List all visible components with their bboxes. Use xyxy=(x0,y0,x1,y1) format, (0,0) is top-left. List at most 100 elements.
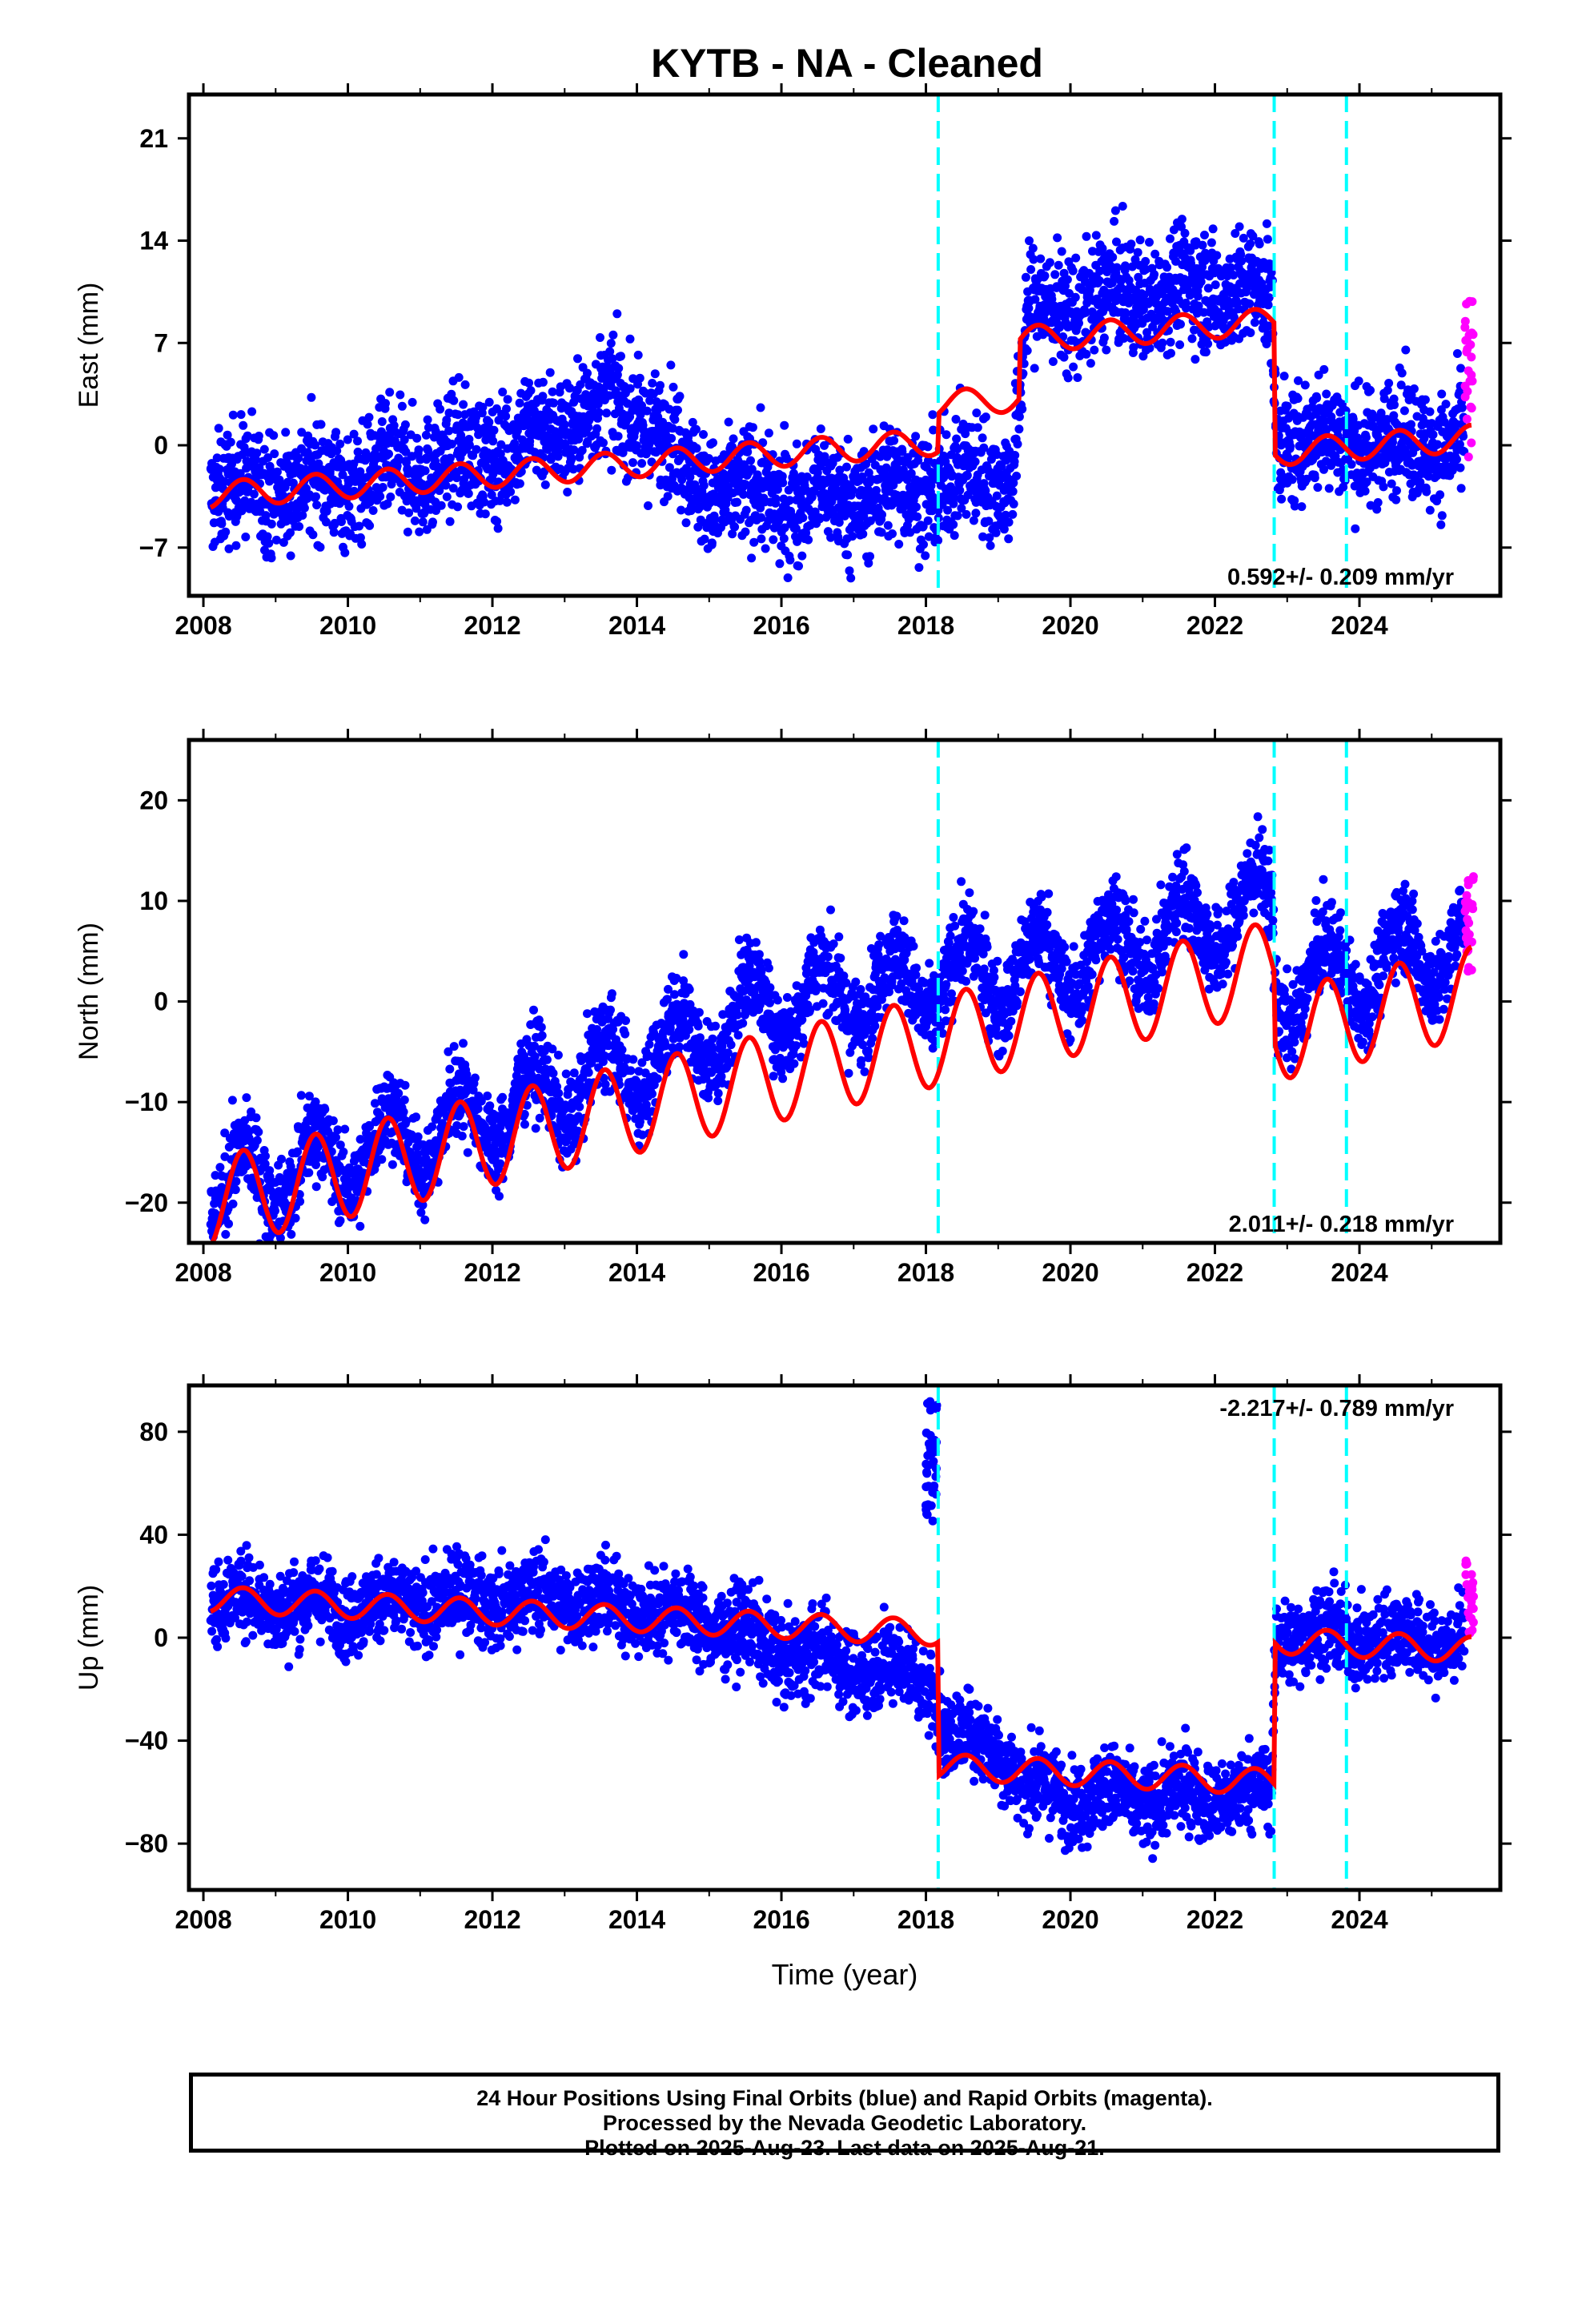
final-orbit-point xyxy=(460,380,470,389)
final-orbit-point xyxy=(1022,346,1032,356)
final-orbit-point xyxy=(826,533,836,542)
final-orbit-point xyxy=(515,479,524,489)
rapid-orbit-point xyxy=(1465,376,1475,386)
final-orbit-point xyxy=(877,510,886,520)
final-orbit-point xyxy=(322,506,331,516)
final-orbit-point xyxy=(1010,451,1020,460)
final-orbit-point xyxy=(1392,486,1401,496)
final-orbit-point xyxy=(418,517,428,527)
final-orbit-point xyxy=(483,1092,492,1100)
final-orbit-point xyxy=(612,370,622,380)
final-orbit-point xyxy=(291,1213,300,1223)
rapid-orbit-point xyxy=(1460,392,1470,402)
final-orbit-point xyxy=(928,493,938,502)
final-orbit-point xyxy=(311,440,320,450)
final-orbit-point xyxy=(961,429,970,439)
final-orbit-point xyxy=(295,1196,305,1206)
final-orbit-point xyxy=(565,384,575,393)
rapid-orbit-point xyxy=(1466,340,1476,349)
final-orbit-point xyxy=(436,404,445,414)
x-tick-label: 2018 xyxy=(897,611,954,640)
final-orbit-point xyxy=(385,388,395,397)
final-orbit-point xyxy=(1354,376,1363,386)
final-orbit-point xyxy=(628,1055,638,1064)
final-orbit-point xyxy=(648,379,657,388)
final-orbit-point xyxy=(1322,389,1331,399)
final-orbit-point xyxy=(412,433,422,443)
final-orbit-point xyxy=(1073,373,1082,382)
final-orbit-point xyxy=(1231,229,1240,238)
x-tick-label: 2024 xyxy=(1331,611,1387,640)
final-orbit-point xyxy=(383,499,392,509)
rapid-orbit-point xyxy=(1464,331,1474,340)
final-orbit-point xyxy=(663,492,673,501)
final-orbit-point xyxy=(337,517,346,526)
final-orbit-point xyxy=(1025,236,1034,246)
final-orbit-point xyxy=(249,489,259,499)
final-orbit-point xyxy=(364,412,374,422)
final-orbit-point xyxy=(355,521,364,531)
final-orbit-point xyxy=(707,538,717,548)
final-orbit-point xyxy=(459,400,468,409)
rapid-orbit-point xyxy=(1467,438,1476,448)
final-orbit-point xyxy=(278,491,287,500)
final-orbit-point xyxy=(1314,370,1323,380)
final-orbit-point xyxy=(464,489,473,498)
final-orbit-point xyxy=(408,397,417,407)
final-orbit-point xyxy=(403,527,412,537)
final-orbit-point xyxy=(1180,228,1190,238)
final-orbit-point xyxy=(540,480,550,489)
final-orbit-point xyxy=(1373,498,1383,507)
final-orbit-point xyxy=(384,449,393,459)
final-orbit-point xyxy=(1008,509,1018,519)
final-orbit-point xyxy=(1134,272,1143,282)
final-orbit-point xyxy=(1262,219,1271,228)
final-orbit-point xyxy=(1191,355,1200,364)
final-orbit-point xyxy=(1383,415,1392,424)
final-orbit-point xyxy=(415,527,424,537)
final-orbit-point xyxy=(1255,239,1264,249)
final-orbit-point xyxy=(647,457,656,467)
final-orbit-point xyxy=(1135,235,1145,245)
final-orbit-point xyxy=(355,533,365,542)
final-orbit-point xyxy=(390,436,400,445)
final-orbit-point xyxy=(1263,235,1272,244)
final-orbit-point xyxy=(1236,250,1246,259)
final-orbit-point xyxy=(264,538,274,548)
final-orbit-point xyxy=(673,405,682,415)
final-orbit-point xyxy=(843,550,853,560)
final-orbit-point xyxy=(641,1100,651,1109)
final-orbit-point xyxy=(1121,308,1130,317)
final-orbit-point xyxy=(614,364,624,373)
final-orbit-point xyxy=(1029,255,1038,264)
final-orbit-point xyxy=(397,401,407,411)
final-orbit-point xyxy=(733,497,742,507)
final-orbit-point xyxy=(1162,263,1172,272)
final-orbit-point xyxy=(311,1160,320,1169)
final-orbit-point xyxy=(353,436,362,446)
final-orbit-point xyxy=(395,455,404,464)
final-orbit-point xyxy=(635,373,644,383)
final-orbit-point xyxy=(275,1251,284,1260)
final-orbit-point xyxy=(1059,352,1069,362)
final-orbit-point xyxy=(353,447,363,456)
final-orbit-point xyxy=(1420,395,1430,404)
final-orbit-point xyxy=(889,480,898,490)
final-orbit-point xyxy=(1347,460,1356,469)
final-orbit-point xyxy=(228,410,238,420)
final-orbit-point xyxy=(307,392,316,402)
final-orbit-point xyxy=(848,532,857,541)
final-orbit-point xyxy=(231,1185,240,1195)
final-orbit-point xyxy=(560,420,569,429)
final-orbit-point xyxy=(912,502,921,512)
final-orbit-point xyxy=(242,1093,251,1103)
final-orbit-point xyxy=(1009,478,1018,488)
final-orbit-point xyxy=(1200,231,1209,239)
final-orbit-point xyxy=(813,468,822,477)
final-orbit-point xyxy=(286,528,295,537)
final-orbit-point xyxy=(1102,345,1111,355)
final-orbit-point xyxy=(842,462,851,472)
final-orbit-point xyxy=(1074,319,1083,328)
final-orbit-point xyxy=(311,1097,320,1107)
final-orbit-point xyxy=(1277,494,1287,504)
